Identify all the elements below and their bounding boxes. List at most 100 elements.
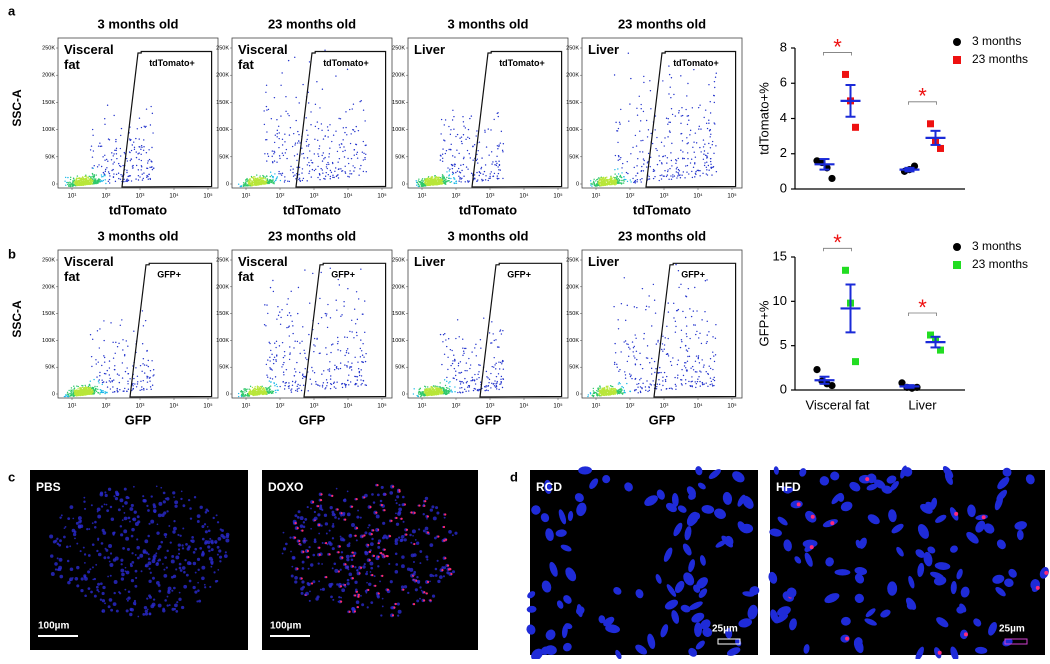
event-dot <box>472 379 473 380</box>
event-dot <box>274 160 275 161</box>
event-dot <box>75 393 76 394</box>
event-dot <box>499 165 500 166</box>
event-dot <box>246 391 247 392</box>
event-dot <box>278 315 279 316</box>
event-dot <box>245 179 246 180</box>
event-dot <box>288 115 289 116</box>
event-dot <box>362 343 363 344</box>
event-dot <box>250 386 251 387</box>
event-dot <box>448 178 449 179</box>
event-dot <box>365 361 366 362</box>
event-dot <box>94 165 95 166</box>
event-dot <box>152 132 153 133</box>
event-dot <box>92 393 93 394</box>
event-dot <box>143 325 144 326</box>
event-dot <box>273 179 274 180</box>
event-dot <box>451 181 452 182</box>
event-dot <box>652 143 653 144</box>
event-dot <box>277 176 278 177</box>
event-dot <box>476 355 477 356</box>
event-dot <box>356 126 357 127</box>
event-dot <box>604 185 605 186</box>
event-dot <box>498 144 499 145</box>
event-dot <box>105 183 106 184</box>
event-dot <box>296 362 297 363</box>
event-dot <box>78 185 79 186</box>
event-dot <box>490 387 491 388</box>
event-dot <box>266 85 267 86</box>
event-dot <box>321 272 322 273</box>
event-dot <box>269 360 270 361</box>
event-dot <box>699 104 700 105</box>
event-dot <box>354 376 355 377</box>
event-dot <box>142 343 143 344</box>
event-dot <box>323 382 324 383</box>
event-dot <box>108 181 109 182</box>
event-dot <box>274 385 275 386</box>
event-dot <box>74 388 75 389</box>
event-dot <box>124 152 125 153</box>
event-dot <box>471 351 472 352</box>
event-dot <box>695 174 696 175</box>
event-dot <box>104 393 105 394</box>
event-dot <box>98 164 99 165</box>
event-dot <box>468 358 469 359</box>
event-dot <box>349 331 350 332</box>
event-dot <box>272 162 273 163</box>
event-dot <box>276 389 277 390</box>
event-dot <box>94 174 95 175</box>
event-dot <box>598 181 599 182</box>
event-dot <box>466 362 467 363</box>
event-dot <box>712 167 713 168</box>
event-dot <box>452 174 453 175</box>
event-dot <box>639 131 640 132</box>
event-dot <box>274 142 275 143</box>
event-dot <box>500 329 501 330</box>
event-dot <box>349 173 350 174</box>
event-dot <box>262 389 263 390</box>
event-dot <box>608 181 609 182</box>
event-dot <box>440 159 441 160</box>
event-dot <box>418 178 419 179</box>
event-dot <box>139 118 140 119</box>
event-dot <box>351 369 352 370</box>
event-dot <box>127 160 128 161</box>
event-dot <box>442 177 443 178</box>
event-dot <box>249 179 250 180</box>
event-dot <box>111 170 112 171</box>
event-dot <box>448 392 449 393</box>
event-dot <box>597 184 598 185</box>
y-tick-label: 50K <box>569 365 579 371</box>
event-dot <box>261 387 262 388</box>
event-dot <box>668 93 669 94</box>
event-dot <box>275 135 276 136</box>
event-dot <box>450 129 451 130</box>
event-dot <box>320 168 321 169</box>
event-dot <box>447 387 448 388</box>
event-dot <box>317 384 318 385</box>
event-dot <box>491 163 492 164</box>
event-dot <box>706 173 707 174</box>
event-dot <box>459 381 460 382</box>
event-dot <box>253 184 254 185</box>
event-dot <box>82 182 83 183</box>
event-dot <box>338 169 339 170</box>
event-dot <box>322 172 323 173</box>
event-dot <box>101 391 102 392</box>
event-dot <box>496 376 497 377</box>
event-dot <box>481 179 482 180</box>
event-dot <box>104 391 105 392</box>
event-dot <box>693 310 694 311</box>
y-tick-label: 200K <box>216 284 229 290</box>
event-dot <box>337 337 338 338</box>
event-dot <box>603 178 604 179</box>
event-dot <box>67 182 68 183</box>
event-dot <box>650 383 651 384</box>
event-dot <box>501 382 502 383</box>
event-dot <box>356 154 357 155</box>
event-dot <box>273 363 274 364</box>
event-dot <box>487 390 488 391</box>
event-dot <box>260 390 261 391</box>
event-dot <box>714 87 715 88</box>
event-dot <box>345 127 346 128</box>
